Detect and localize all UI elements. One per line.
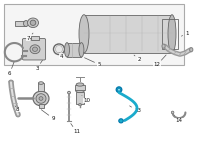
Text: 4: 4 [59, 52, 63, 59]
Bar [162, 19, 178, 49]
Bar [67, 43, 81, 57]
Text: 10: 10 [82, 95, 90, 103]
Bar [39, 104, 44, 108]
Text: 6: 6 [8, 62, 14, 76]
Text: 11: 11 [71, 123, 80, 134]
Ellipse shape [56, 45, 62, 53]
Text: 13: 13 [130, 106, 141, 113]
Ellipse shape [32, 47, 38, 51]
Text: 9: 9 [41, 110, 55, 121]
Ellipse shape [78, 104, 82, 106]
Ellipse shape [33, 91, 49, 106]
Text: 2: 2 [134, 55, 141, 62]
Ellipse shape [68, 91, 70, 94]
Ellipse shape [36, 94, 46, 103]
Bar [4, 4, 184, 65]
Ellipse shape [28, 18, 38, 28]
Ellipse shape [162, 44, 165, 48]
Ellipse shape [116, 87, 122, 92]
Ellipse shape [76, 83, 84, 86]
Ellipse shape [9, 80, 13, 83]
Ellipse shape [79, 15, 89, 53]
Ellipse shape [168, 15, 176, 53]
Text: 8: 8 [15, 106, 19, 112]
Ellipse shape [30, 20, 36, 25]
Ellipse shape [24, 21, 29, 26]
Bar [84, 15, 172, 53]
Bar [75, 85, 85, 90]
Text: 7: 7 [27, 33, 33, 41]
Bar [31, 36, 39, 40]
Text: 12: 12 [154, 55, 166, 67]
Ellipse shape [171, 111, 174, 114]
Ellipse shape [39, 97, 43, 100]
Bar [38, 83, 44, 91]
Ellipse shape [118, 88, 120, 91]
Ellipse shape [190, 48, 193, 52]
Text: 1: 1 [181, 31, 189, 36]
Ellipse shape [30, 45, 40, 54]
Ellipse shape [79, 43, 84, 57]
Text: 5: 5 [85, 58, 101, 67]
Ellipse shape [76, 88, 84, 93]
Text: 14: 14 [175, 115, 182, 123]
Ellipse shape [64, 43, 70, 57]
Ellipse shape [119, 119, 123, 123]
Text: 3: 3 [35, 60, 42, 71]
Bar [15, 21, 26, 26]
Ellipse shape [16, 113, 20, 117]
FancyBboxPatch shape [22, 39, 46, 60]
Bar [76, 92, 84, 104]
Ellipse shape [38, 82, 44, 84]
